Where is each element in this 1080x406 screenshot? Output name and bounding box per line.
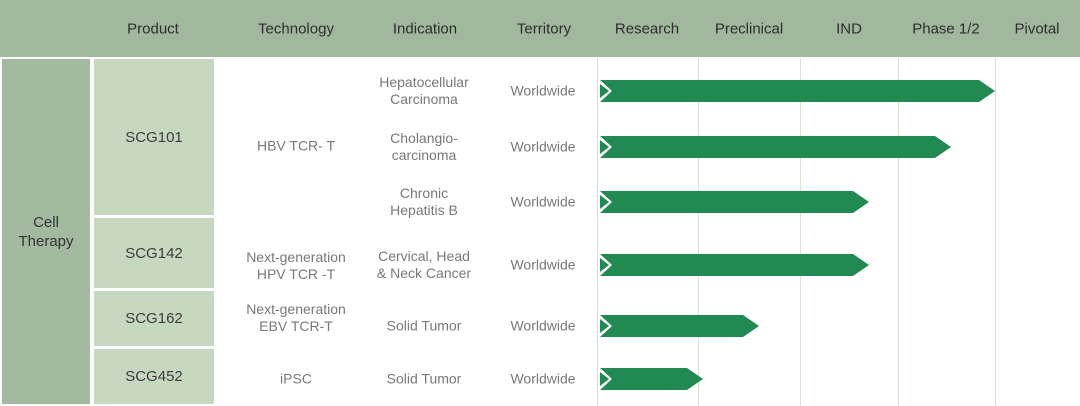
indication-label: Cervical, Head & Neck Cancer [376, 248, 472, 281]
product-cell: SCG101 [94, 59, 214, 215]
indication-label: Chronic Hepatitis B [390, 185, 458, 218]
group-cell: Cell Therapy [2, 59, 90, 404]
arrow-body [600, 315, 759, 337]
header-band: Product Technology Indication Territory … [0, 0, 1080, 57]
pipeline-arrow [600, 191, 869, 213]
gridline [698, 58, 699, 406]
gridline [995, 58, 996, 406]
pipeline-arrow [600, 254, 869, 276]
arrow-body [600, 191, 869, 213]
arrow-tail-chevron [600, 372, 609, 386]
arrow-tail-chevron [600, 195, 609, 209]
pipeline-arrow [600, 368, 703, 390]
territory-label: Worldwide [510, 317, 576, 334]
col-header-preclinical: Preclinical [714, 20, 784, 37]
col-header-pivotal: Pivotal [1014, 20, 1060, 37]
arrow-tail-chevron [600, 319, 609, 333]
product-cell: SCG452 [94, 349, 214, 404]
gridline [800, 58, 801, 406]
gridline [597, 58, 598, 406]
pipeline-arrow [600, 315, 759, 337]
arrow-body [600, 136, 951, 158]
product-label: SCG101 [125, 128, 183, 146]
territory-label: Worldwide [510, 256, 576, 273]
technology-label: iPSC [280, 370, 312, 387]
product-label: SCG162 [125, 310, 183, 327]
technology-label: Next-generation HPV TCR -T [246, 249, 346, 282]
product-cell: SCG142 [94, 218, 214, 288]
indication-label: Cholangio-carcinoma [390, 130, 458, 163]
col-header-indication: Indication [392, 20, 458, 37]
technology-label: Next-generation EBV TCR-T [246, 301, 346, 334]
col-header-product: Product [127, 20, 179, 37]
gridline [898, 58, 899, 406]
territory-label: Worldwide [510, 138, 576, 155]
arrow-body [600, 254, 869, 276]
col-header-research: Research [614, 20, 680, 37]
product-cell: SCG162 [94, 291, 214, 346]
indication-label: Solid Tumor [386, 317, 462, 334]
arrow-body [600, 368, 703, 390]
group-label: Cell Therapy [18, 213, 74, 250]
col-header-phase12: Phase 1/2 [912, 20, 980, 37]
col-header-territory: Territory [516, 20, 572, 37]
territory-label: Worldwide [510, 193, 576, 210]
pipeline-arrow [600, 80, 995, 102]
arrow-tail-chevron [600, 140, 609, 154]
technology-label: HBV TCR- T [256, 137, 336, 154]
col-header-ind: IND [836, 20, 862, 37]
arrow-tail-chevron [600, 258, 609, 272]
arrow-tail-chevron [600, 84, 609, 98]
col-header-technology: Technology [258, 20, 334, 37]
pipeline-arrow [600, 136, 951, 158]
arrow-body [600, 80, 995, 102]
indication-label: Solid Tumor [386, 370, 462, 387]
territory-label: Worldwide [510, 370, 576, 387]
indication-label: Hepatocellular Carcinoma [379, 74, 469, 107]
territory-label: Worldwide [510, 82, 576, 99]
product-label: SCG142 [125, 244, 183, 262]
product-label: SCG452 [125, 368, 183, 385]
